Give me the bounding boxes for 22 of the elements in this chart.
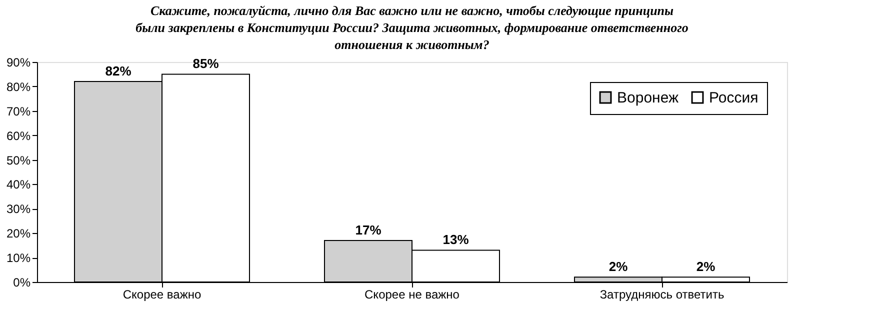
data-label: 82% — [105, 64, 132, 79]
y-tick-label: 90% — [6, 56, 31, 70]
legend-label: Россия — [709, 90, 758, 107]
y-tick-label: 80% — [6, 80, 31, 94]
x-tick-label: Скорее не важно — [364, 288, 460, 302]
x-tick-label: Скорее важно — [122, 288, 202, 302]
data-label: 17% — [355, 222, 382, 238]
y-tick-label: 70% — [6, 104, 31, 118]
y-tick-label: 0% — [13, 276, 31, 290]
legend-label: Воронеж — [617, 90, 679, 107]
data-label: 2% — [608, 259, 628, 274]
y-tick-label: 60% — [6, 128, 31, 143]
data-label: 2% — [696, 259, 716, 274]
chart-title: Скажите, пожалуйста, лично для Вас важно или не важно, чтобы следующие принципы были закреплены в Конституции России? Защита животных, формирование ответственного отношения к животным? — [136, 3, 689, 52]
data-label: 13% — [442, 232, 470, 248]
y-tick-label: 40% — [6, 178, 31, 192]
x-tick-label: Затрудняюсь ответить — [600, 288, 724, 302]
y-tick-label: 30% — [6, 202, 31, 216]
y-tick-label: 10% — [6, 251, 31, 266]
y-tick-label: 50% — [6, 153, 31, 168]
data-label: 85% — [192, 56, 220, 72]
y-tick-label: 20% — [6, 226, 31, 241]
